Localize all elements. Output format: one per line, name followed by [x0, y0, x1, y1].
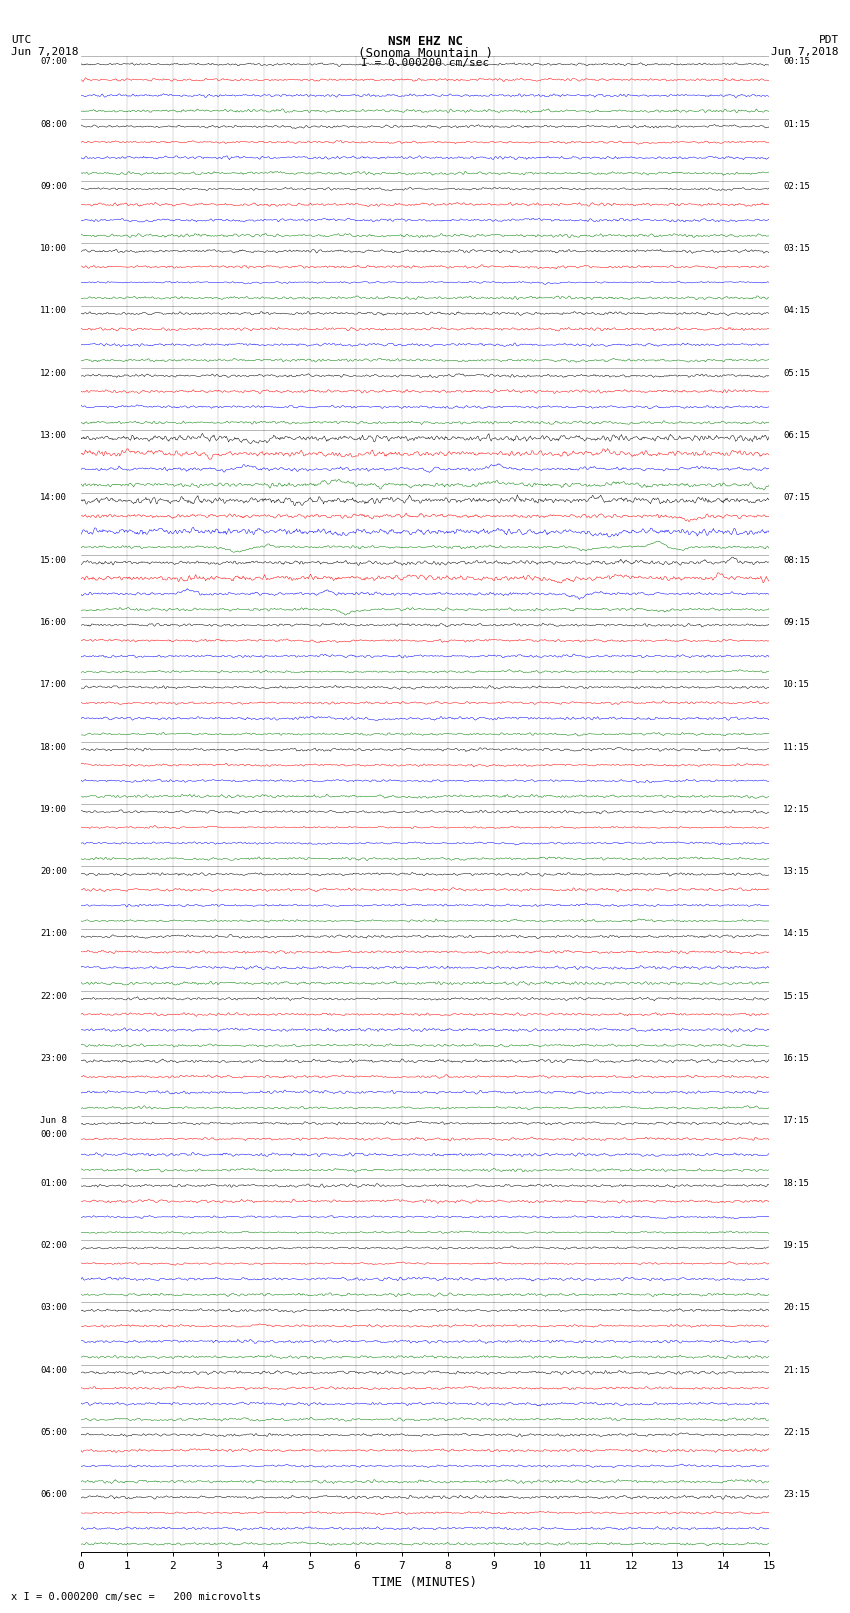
Text: 23:00: 23:00: [40, 1053, 67, 1063]
Text: 23:15: 23:15: [783, 1490, 810, 1498]
Text: x I = 0.000200 cm/sec =   200 microvolts: x I = 0.000200 cm/sec = 200 microvolts: [11, 1592, 261, 1602]
Text: 01:15: 01:15: [783, 119, 810, 129]
Text: 02:15: 02:15: [783, 182, 810, 190]
Text: I = 0.000200 cm/sec: I = 0.000200 cm/sec: [361, 58, 489, 68]
Text: 10:15: 10:15: [783, 681, 810, 689]
Text: 21:00: 21:00: [40, 929, 67, 939]
Text: 15:00: 15:00: [40, 555, 67, 565]
Text: Jun 7,2018: Jun 7,2018: [772, 47, 839, 56]
Text: 19:15: 19:15: [783, 1240, 810, 1250]
Text: Jun 7,2018: Jun 7,2018: [11, 47, 78, 56]
Text: (Sonoma Mountain ): (Sonoma Mountain ): [358, 47, 492, 60]
X-axis label: TIME (MINUTES): TIME (MINUTES): [372, 1576, 478, 1589]
Text: 22:00: 22:00: [40, 992, 67, 1000]
Text: NSM EHZ NC: NSM EHZ NC: [388, 35, 462, 48]
Text: 05:15: 05:15: [783, 369, 810, 377]
Text: 01:00: 01:00: [40, 1179, 67, 1187]
Text: 06:00: 06:00: [40, 1490, 67, 1498]
Text: PDT: PDT: [819, 35, 839, 45]
Text: 04:15: 04:15: [783, 306, 810, 316]
Text: 04:00: 04:00: [40, 1366, 67, 1374]
Text: 12:15: 12:15: [783, 805, 810, 815]
Text: 21:15: 21:15: [783, 1366, 810, 1374]
Text: 20:00: 20:00: [40, 868, 67, 876]
Text: 13:15: 13:15: [783, 868, 810, 876]
Text: 09:15: 09:15: [783, 618, 810, 627]
Text: 12:00: 12:00: [40, 369, 67, 377]
Text: 19:00: 19:00: [40, 805, 67, 815]
Text: 08:15: 08:15: [783, 555, 810, 565]
Text: 17:00: 17:00: [40, 681, 67, 689]
Text: 02:00: 02:00: [40, 1240, 67, 1250]
Text: 08:00: 08:00: [40, 119, 67, 129]
Text: 16:00: 16:00: [40, 618, 67, 627]
Text: 03:15: 03:15: [783, 244, 810, 253]
Text: 11:00: 11:00: [40, 306, 67, 316]
Text: 14:15: 14:15: [783, 929, 810, 939]
Text: 15:15: 15:15: [783, 992, 810, 1000]
Text: UTC: UTC: [11, 35, 31, 45]
Text: 17:15: 17:15: [783, 1116, 810, 1126]
Text: 22:15: 22:15: [783, 1428, 810, 1437]
Text: 00:00: 00:00: [40, 1129, 67, 1139]
Text: 10:00: 10:00: [40, 244, 67, 253]
Text: 13:00: 13:00: [40, 431, 67, 440]
Text: Jun 8: Jun 8: [40, 1116, 67, 1126]
Text: 05:00: 05:00: [40, 1428, 67, 1437]
Text: 03:00: 03:00: [40, 1303, 67, 1313]
Text: 16:15: 16:15: [783, 1053, 810, 1063]
Text: 00:15: 00:15: [783, 56, 810, 66]
Text: 11:15: 11:15: [783, 742, 810, 752]
Text: 20:15: 20:15: [783, 1303, 810, 1313]
Text: 14:00: 14:00: [40, 494, 67, 502]
Text: 07:00: 07:00: [40, 56, 67, 66]
Text: 18:15: 18:15: [783, 1179, 810, 1187]
Text: 18:00: 18:00: [40, 742, 67, 752]
Text: 06:15: 06:15: [783, 431, 810, 440]
Text: 07:15: 07:15: [783, 494, 810, 502]
Text: 09:00: 09:00: [40, 182, 67, 190]
